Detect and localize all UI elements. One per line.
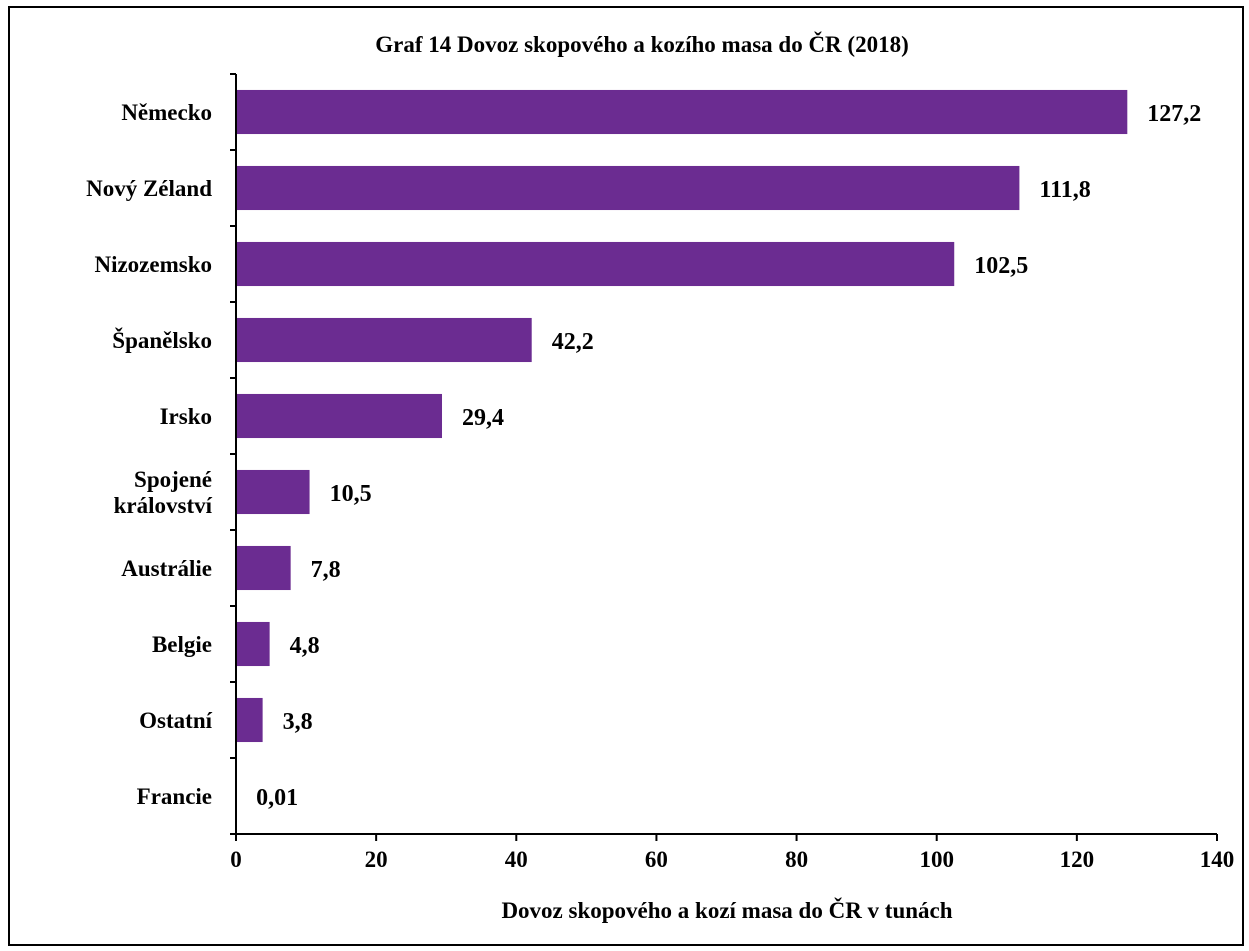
category-label-8: Ostatní — [139, 708, 212, 733]
data-label-5: 10,5 — [330, 481, 372, 507]
bar-8 — [236, 697, 263, 743]
x-tick-label-1: 20 — [365, 847, 388, 872]
chart-title: Graf 14 Dovoz skopového a kozího masa do… — [375, 31, 908, 57]
category-label-6: Austrálie — [121, 556, 212, 581]
bar-5 — [236, 469, 310, 515]
data-label-6: 7,8 — [311, 557, 341, 583]
data-label-1: 111,8 — [1039, 177, 1090, 203]
data-label-8: 3,8 — [283, 709, 313, 735]
bar-2 — [236, 241, 955, 287]
x-tick-label-7: 140 — [1200, 847, 1235, 872]
bar-6 — [236, 545, 291, 591]
axes-group: Německo Nový Zéland Nizozemsko Španělsko Irs… — [86, 73, 1235, 872]
bar-7 — [236, 621, 270, 667]
category-label-4: Irsko — [160, 404, 212, 429]
x-axis-label: Dovoz skopového a kozí masa do ČR v tuná… — [501, 897, 952, 923]
category-label-2: Nizozemsko — [94, 252, 212, 277]
bars-group: 127,2 111,8 102,5 42,2 29,4 10,5 7,8 4,8 3,8 0,01 — [236, 89, 1201, 819]
data-label-3: 42,2 — [552, 329, 594, 355]
x-tick-label-0: 0 — [230, 847, 242, 872]
x-tick-label-5: 100 — [919, 847, 954, 872]
chart-frame — [8, 6, 1244, 946]
data-label-9: 0,01 — [256, 785, 298, 811]
x-tick-label-3: 60 — [645, 847, 668, 872]
category-label-1: Nový Zéland — [86, 176, 212, 201]
x-tick-label-4: 80 — [785, 847, 808, 872]
bar-0 — [236, 89, 1128, 135]
bar-3 — [236, 317, 532, 363]
category-label-0: Německo — [121, 100, 212, 125]
category-label-3: Španělsko — [112, 327, 212, 353]
data-label-7: 4,8 — [290, 633, 320, 659]
data-label-4: 29,4 — [462, 405, 504, 431]
category-label-5: Spojené království — [114, 467, 213, 518]
x-tick-label-6: 120 — [1060, 847, 1095, 872]
x-tick-label-2: 40 — [505, 847, 528, 872]
bar-4 — [236, 393, 443, 439]
category-label-9: Francie — [137, 784, 212, 809]
data-label-0: 127,2 — [1147, 101, 1201, 127]
data-label-2: 102,5 — [974, 253, 1028, 279]
bar-1 — [236, 165, 1020, 211]
category-label-7: Belgie — [152, 632, 212, 657]
